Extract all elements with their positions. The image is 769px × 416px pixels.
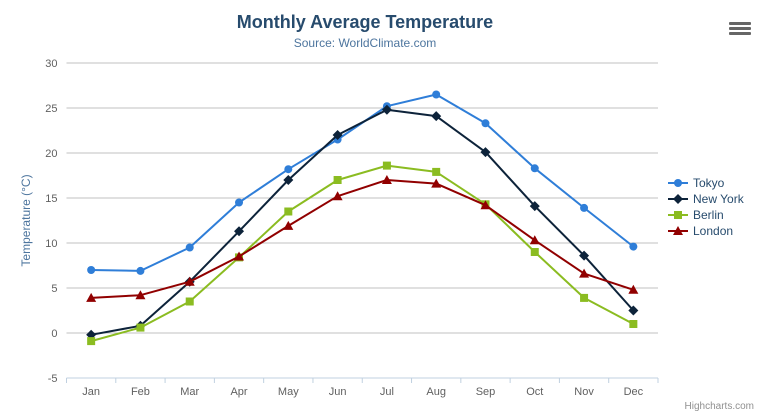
svg-text:0: 0 xyxy=(51,328,57,340)
svg-text:30: 30 xyxy=(45,58,57,70)
series-new-york xyxy=(86,104,639,340)
data-point-new-york[interactable] xyxy=(628,305,639,316)
data-point-new-york[interactable] xyxy=(480,147,491,158)
data-point-tokyo[interactable] xyxy=(580,203,589,212)
data-point-tokyo[interactable] xyxy=(629,242,638,251)
data-point-berlin[interactable] xyxy=(530,248,539,256)
legend-label: New York xyxy=(693,192,744,206)
data-point-berlin[interactable] xyxy=(432,167,441,176)
data-point-london[interactable] xyxy=(283,220,294,230)
data-point-london[interactable] xyxy=(135,290,146,300)
svg-text:20: 20 xyxy=(45,148,57,160)
legend-item-tokyo[interactable]: Tokyo xyxy=(668,177,744,189)
chart-subtitle: Source: WorldClimate.com xyxy=(293,36,437,50)
svg-text:Nov: Nov xyxy=(574,386,594,398)
data-point-berlin[interactable] xyxy=(580,293,589,302)
svg-text:-5: -5 xyxy=(48,373,58,385)
legend-item-london[interactable]: London xyxy=(668,225,744,237)
data-point-london[interactable] xyxy=(86,292,97,302)
data-point-tokyo[interactable] xyxy=(185,243,194,252)
data-point-london[interactable] xyxy=(579,268,590,278)
chart-title: Monthly Average Temperature xyxy=(236,12,494,32)
legend-label: Berlin xyxy=(693,208,724,222)
svg-text:Jan: Jan xyxy=(82,386,100,398)
legend-label: London xyxy=(693,224,734,238)
x-axis-labels: Jan Feb Mar Apr May Jun Jul Aug Sep Oct Nov Dec xyxy=(82,386,643,398)
data-point-new-york[interactable] xyxy=(234,226,245,237)
data-point-tokyo[interactable] xyxy=(432,90,441,99)
square-marker-icon xyxy=(668,211,688,219)
data-point-london[interactable] xyxy=(431,178,442,188)
gridlines xyxy=(66,62,658,379)
svg-text:5: 5 xyxy=(51,283,57,295)
export-menu-button[interactable] xyxy=(727,17,755,39)
svg-text:Sep: Sep xyxy=(476,386,496,398)
svg-text:Mar: Mar xyxy=(180,386,199,398)
triangle-marker-icon xyxy=(668,226,688,235)
data-point-tokyo[interactable] xyxy=(87,266,96,274)
data-point-new-york[interactable] xyxy=(431,111,442,122)
legend-item-berlin[interactable]: Berlin xyxy=(668,209,744,221)
svg-text:Jun: Jun xyxy=(329,386,347,398)
svg-text:Jul: Jul xyxy=(380,386,394,398)
svg-text:Oct: Oct xyxy=(526,386,543,398)
data-point-london[interactable] xyxy=(184,276,195,286)
data-point-berlin[interactable] xyxy=(382,161,391,170)
svg-text:25: 25 xyxy=(45,103,57,115)
data-point-tokyo[interactable] xyxy=(530,164,539,173)
y-axis-labels: -5 0 5 10 15 20 25 30 xyxy=(45,58,57,385)
data-point-london[interactable] xyxy=(332,191,343,201)
legend: Tokyo New York Berlin London xyxy=(668,177,744,237)
svg-text:10: 10 xyxy=(45,238,57,250)
legend-item-new-york[interactable]: New York xyxy=(668,193,744,205)
svg-text:May: May xyxy=(278,386,299,398)
data-point-london[interactable] xyxy=(529,235,540,245)
diamond-marker-icon xyxy=(668,194,688,204)
data-point-tokyo[interactable] xyxy=(284,165,293,174)
svg-text:Feb: Feb xyxy=(131,386,150,398)
data-point-berlin[interactable] xyxy=(185,297,194,306)
svg-text:Apr: Apr xyxy=(230,386,247,398)
data-point-berlin[interactable] xyxy=(87,337,96,346)
data-point-london[interactable] xyxy=(628,284,639,294)
y-axis-title: Temperature (°C) xyxy=(19,174,33,266)
circle-marker-icon xyxy=(668,179,688,187)
data-point-berlin[interactable] xyxy=(136,323,145,332)
legend-label: Tokyo xyxy=(693,176,725,190)
series-london xyxy=(86,175,639,302)
data-point-london[interactable] xyxy=(480,200,491,210)
data-point-new-york[interactable] xyxy=(381,104,392,115)
data-point-new-york[interactable] xyxy=(283,175,294,185)
credits-link[interactable]: Highcharts.com xyxy=(684,401,754,412)
data-point-tokyo[interactable] xyxy=(235,198,244,207)
data-point-london[interactable] xyxy=(381,175,392,184)
data-point-berlin[interactable] xyxy=(284,207,293,216)
svg-text:Aug: Aug xyxy=(426,386,446,398)
svg-text:15: 15 xyxy=(45,193,57,205)
x-axis xyxy=(66,377,659,383)
data-point-berlin[interactable] xyxy=(629,320,638,328)
data-point-new-york[interactable] xyxy=(579,250,590,261)
data-point-new-york[interactable] xyxy=(529,201,540,212)
data-point-berlin[interactable] xyxy=(333,176,342,184)
data-point-new-york[interactable] xyxy=(332,130,343,140)
data-point-tokyo[interactable] xyxy=(481,119,490,128)
data-point-tokyo[interactable] xyxy=(136,266,145,275)
series-tokyo xyxy=(87,90,638,275)
hamburger-icon xyxy=(729,21,753,35)
data-point-london[interactable] xyxy=(234,251,245,261)
svg-text:Dec: Dec xyxy=(624,386,644,398)
